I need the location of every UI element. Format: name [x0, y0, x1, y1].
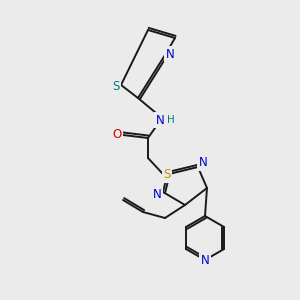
Text: N: N [199, 157, 207, 169]
Text: N: N [201, 254, 209, 268]
Text: N: N [166, 47, 174, 61]
Text: N: N [156, 113, 164, 127]
Text: S: S [163, 169, 171, 182]
Text: N: N [153, 188, 161, 200]
Text: H: H [167, 115, 175, 125]
Text: O: O [112, 128, 122, 142]
Text: S: S [112, 80, 120, 92]
